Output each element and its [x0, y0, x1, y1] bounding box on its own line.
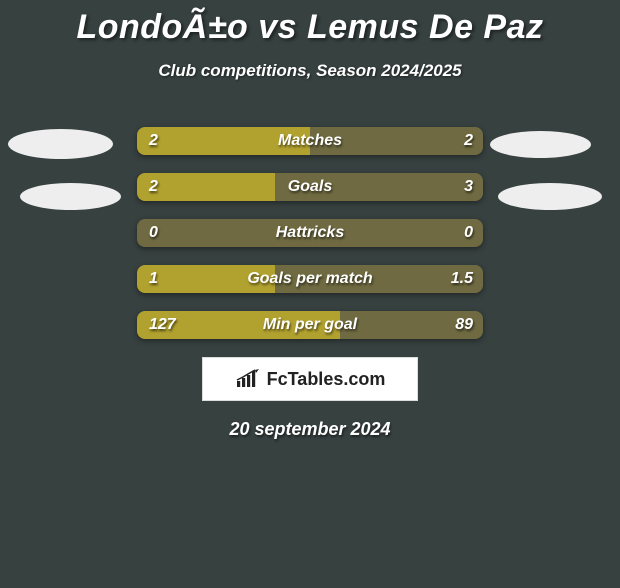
player-right-avatar-2 — [498, 183, 602, 210]
player-left-avatar-2 — [20, 183, 121, 210]
page-subtitle: Club competitions, Season 2024/2025 — [0, 61, 620, 81]
stat-value-right: 89 — [455, 311, 473, 339]
stat-value-left: 127 — [149, 311, 176, 339]
brand-badge[interactable]: FcTables.com — [202, 357, 418, 401]
stat-value-left: 1 — [149, 265, 158, 293]
stat-row: 23Goals — [137, 173, 483, 201]
stat-value-left: 2 — [149, 173, 158, 201]
stats-container: 22Matches23Goals00Hattricks11.5Goals per… — [137, 127, 483, 339]
player-left-avatar-1 — [8, 129, 113, 159]
stat-value-right: 0 — [464, 219, 473, 247]
brand-text: FcTables.com — [267, 369, 386, 390]
stat-value-right: 3 — [464, 173, 473, 201]
date-label: 20 september 2024 — [0, 419, 620, 440]
stat-row: 0 0Hattricks — [137, 219, 483, 247]
player-right-avatar-1 — [490, 131, 591, 158]
stat-label: Hattricks — [137, 219, 483, 247]
chart-icon — [235, 369, 261, 389]
stat-value-right: 1.5 — [451, 265, 473, 293]
stat-value-right: 2 — [464, 127, 473, 155]
stat-row: 11.5Goals per match — [137, 265, 483, 293]
stat-bar-left — [137, 127, 310, 155]
stat-bar-right — [275, 173, 483, 201]
stat-bar-right — [310, 127, 483, 155]
stat-value-left: 0 — [149, 219, 158, 247]
stat-value-left: 2 — [149, 127, 158, 155]
stat-row: 12789Min per goal — [137, 311, 483, 339]
page-title: LondoÃ±o vs Lemus De Paz — [0, 8, 620, 47]
stat-row: 22Matches — [137, 127, 483, 155]
